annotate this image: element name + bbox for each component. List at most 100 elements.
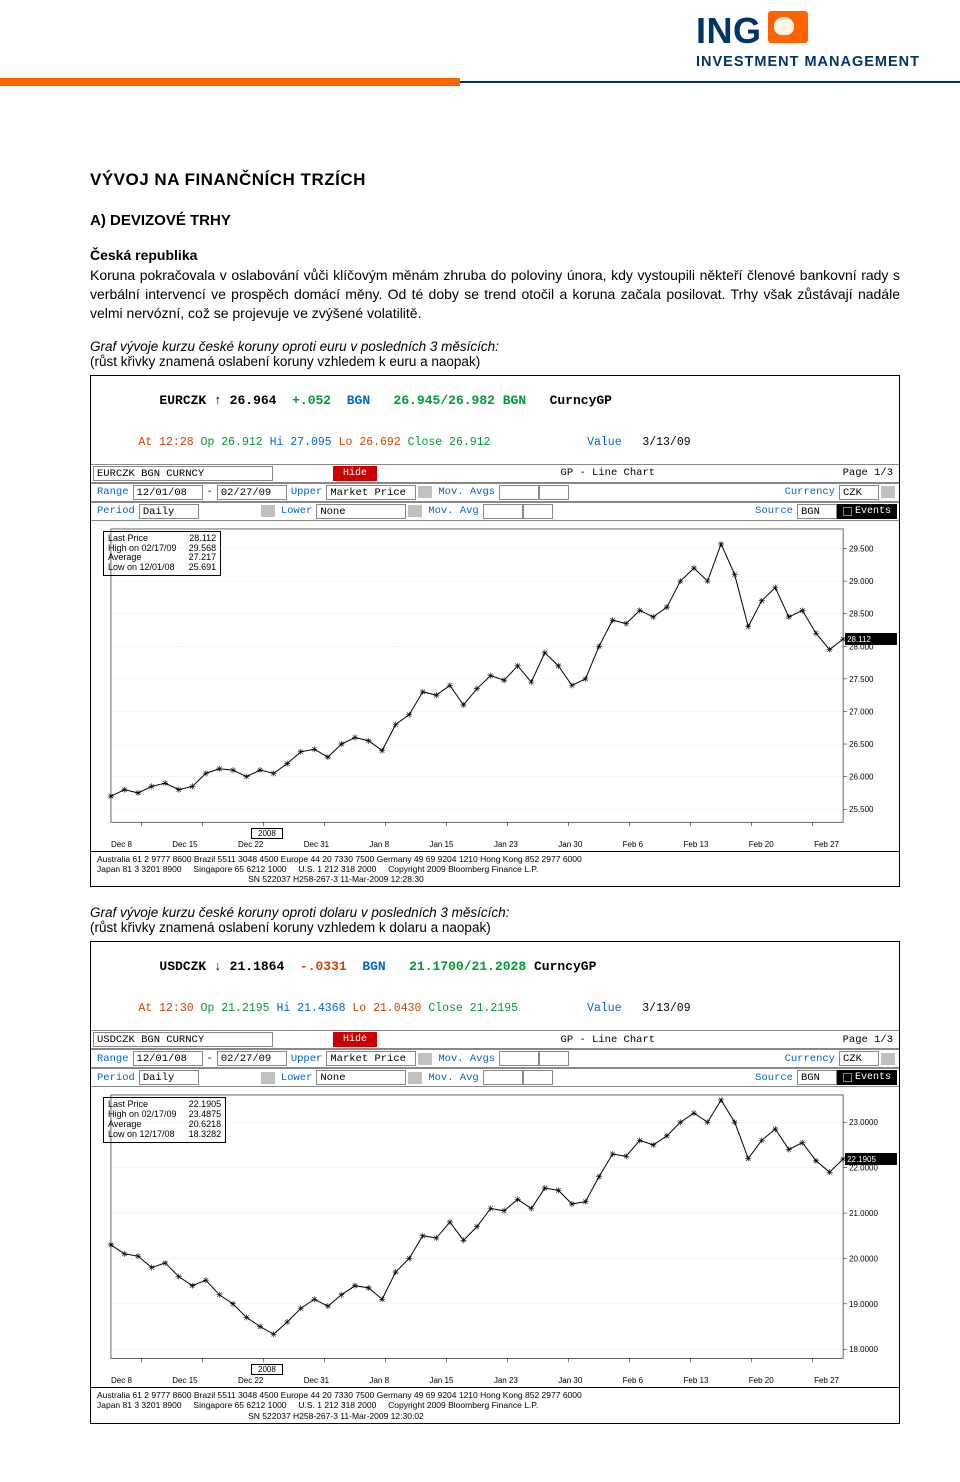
chart2-toolbar-row2: Range 12/01/08 - 02/27/09 Upper Market P…	[91, 1049, 899, 1068]
chart2-upper-field[interactable]: Market Price	[326, 1051, 416, 1066]
xaxis-tick: Dec 31	[304, 1376, 329, 1385]
chart2-mavgs-field[interactable]	[499, 1051, 539, 1066]
page-body: VÝVOJ NA FINANČNÍCH TRZÍCH A) DEVIZOVÉ T…	[0, 100, 960, 1482]
chart2-mavg-field[interactable]	[483, 1070, 523, 1085]
chart1-xaxis: Dec 8Dec 15Dec 22Dec 31Jan 8Jan 15Jan 23…	[91, 840, 859, 849]
chart2-hide-button[interactable]: Hide	[333, 1032, 377, 1047]
chart2-upper-color-swatch[interactable]	[418, 1053, 432, 1065]
chart1-range-to[interactable]: 02/27/09	[217, 485, 287, 500]
chart2-toolbar-row3: Period Daily Lower None Mov. Avg Source …	[91, 1068, 899, 1087]
header-rule	[0, 78, 960, 86]
chart2-period-field[interactable]: Daily	[139, 1070, 199, 1085]
chart2-range-label: Range	[93, 1053, 133, 1065]
chart1-ticker-field[interactable]: EURCZK BGN CURNCY	[93, 466, 273, 481]
chart1-topline1: EURCZK ↑ 26.964 +.052 BGN 26.945/26.982 …	[91, 376, 899, 423]
svg-text:28.500: 28.500	[849, 609, 874, 618]
xaxis-tick: Jan 23	[494, 840, 518, 849]
xaxis-tick: Dec 15	[172, 1376, 197, 1385]
svg-text:26.000: 26.000	[849, 772, 874, 781]
chart1-mavgs-field2[interactable]	[539, 485, 569, 500]
chart1-mavg-field2[interactable]	[523, 504, 553, 519]
chart1-range-label: Range	[93, 486, 133, 498]
svg-text:18.0000: 18.0000	[849, 1345, 878, 1354]
xaxis-tick: Dec 8	[111, 1376, 132, 1385]
chart2-year-label: 2008	[251, 1364, 283, 1375]
chart2-currency-swatch[interactable]	[881, 1053, 895, 1065]
xaxis-tick: Jan 30	[558, 1376, 582, 1385]
logo-block: ING INVESTMENT MANAGEMENT	[696, 10, 920, 70]
chart1-caption: (růst křivky znamená oslabení koruny vzh…	[90, 354, 900, 369]
logo-subtext: INVESTMENT MANAGEMENT	[696, 54, 920, 70]
chart2-mavgs-field2[interactable]	[539, 1051, 569, 1066]
chart1-upper-label: Upper	[287, 486, 327, 498]
chart1-upper-field[interactable]: Market Price	[326, 485, 416, 500]
chart2-range-to[interactable]: 02/27/09	[217, 1051, 287, 1066]
xaxis-tick: Jan 8	[369, 1376, 389, 1385]
chart1-lower-swatch[interactable]	[408, 505, 422, 517]
cz-heading: Česká republika	[90, 247, 900, 263]
chart2-lower-swatch[interactable]	[408, 1072, 422, 1084]
chart2-lower-field[interactable]: None	[316, 1070, 406, 1085]
svg-text:20.0000: 20.0000	[849, 1255, 878, 1264]
chart1-period-swatch[interactable]	[261, 505, 275, 517]
chart1-mavg-field[interactable]	[483, 504, 523, 519]
svg-text:27.500: 27.500	[849, 675, 874, 684]
svg-text:29.000: 29.000	[849, 577, 874, 586]
page-header: ING INVESTMENT MANAGEMENT	[0, 0, 960, 70]
chart1-footer: Australia 61 2 9777 8600 Brazil 5511 304…	[91, 851, 899, 887]
chart1-page-label: Page 1/3	[839, 467, 897, 479]
logo-lion-icon	[768, 11, 808, 43]
chart1-source-label: Source	[751, 505, 797, 517]
xaxis-tick: Dec 22	[238, 840, 263, 849]
chart2-toolbar-row1: USDCZK BGN CURNCY Hide GP - Line Chart P…	[91, 1030, 899, 1049]
chart2-period-swatch[interactable]	[261, 1072, 275, 1084]
xaxis-tick: Dec 31	[304, 840, 329, 849]
chart1-caption-italic: Graf vývoje kurzu české koruny oproti eu…	[90, 339, 900, 354]
chart2-currency-field[interactable]: CZK	[839, 1051, 879, 1066]
chart1-mavg-label: Mov. Avg	[424, 505, 482, 517]
chart1-events-button[interactable]: Events	[837, 504, 897, 519]
svg-text:22.0000: 22.0000	[849, 1164, 878, 1173]
chart1-toolbar-row1: EURCZK BGN CURNCY Hide GP - Line Chart P…	[91, 464, 899, 483]
chart2-currency-label: Currency	[781, 1053, 839, 1065]
chart1-period-field[interactable]: Daily	[139, 504, 199, 519]
chart1-currency-swatch[interactable]	[881, 486, 895, 498]
chart2-lower-label: Lower	[277, 1072, 317, 1084]
chart2-ticker-field[interactable]: USDCZK BGN CURNCY	[93, 1032, 273, 1047]
chart2-source-label: Source	[751, 1072, 797, 1084]
chart2-mavg-label: Mov. Avg	[424, 1072, 482, 1084]
chart1-mavgs-field[interactable]	[499, 485, 539, 500]
chart2-plot-area: Last Price22.1905 High on 02/17/0923.487…	[91, 1087, 899, 1387]
doc-title: VÝVOJ NA FINANČNÍCH TRZÍCH	[90, 170, 900, 190]
chart2-upper-label: Upper	[287, 1053, 327, 1065]
chart2-xaxis: Dec 8Dec 15Dec 22Dec 31Jan 8Jan 15Jan 23…	[91, 1376, 859, 1385]
chart1-hide-button[interactable]: Hide	[333, 466, 377, 481]
chart1-upper-color-swatch[interactable]	[418, 486, 432, 498]
xaxis-tick: Feb 6	[623, 840, 643, 849]
chart2-events-button[interactable]: Events	[837, 1070, 897, 1085]
svg-text:23.0000: 23.0000	[849, 1118, 878, 1127]
chart2-topline2: At 12:30 Op 21.2195 Hi 21.4368 Lo 21.043…	[91, 989, 899, 1030]
cz-paragraph: Koruna pokračovala v oslabování vůči klí…	[90, 266, 900, 323]
chart1-topline2: At 12:28 Op 26.912 Hi 27.095 Lo 26.692 C…	[91, 423, 899, 464]
chart2-source-field[interactable]: BGN	[797, 1070, 837, 1085]
chart2-range-from[interactable]: 12/01/08	[133, 1051, 203, 1066]
xaxis-tick: Dec 8	[111, 840, 132, 849]
chart1-range-from[interactable]: 12/01/08	[133, 485, 203, 500]
chart1-toolbar-row3: Period Daily Lower None Mov. Avg Source …	[91, 502, 899, 521]
chart1-charttype-label: GP - Line Chart	[557, 467, 660, 479]
chart2-period-label: Period	[93, 1072, 139, 1084]
chart1-currency-field[interactable]: CZK	[839, 485, 879, 500]
chart1-lower-field[interactable]: None	[316, 504, 406, 519]
xaxis-tick: Jan 23	[494, 1376, 518, 1385]
chart2-svg: 23.000022.190522.000021.000020.000019.00…	[91, 1087, 899, 1386]
svg-text:29.500: 29.500	[849, 544, 874, 553]
xaxis-tick: Jan 30	[558, 840, 582, 849]
svg-text:28.000: 28.000	[849, 642, 874, 651]
chart1-source-field[interactable]: BGN	[797, 504, 837, 519]
chart2-caption: (růst křivky znamená oslabení koruny vzh…	[90, 920, 900, 935]
chart1-plot-area: Last Price28.112 High on 02/17/0929.568 …	[91, 521, 899, 851]
chart2-mavg-field2[interactable]	[523, 1070, 553, 1085]
chart2-charttype-label: GP - Line Chart	[557, 1034, 660, 1046]
xaxis-tick: Feb 13	[684, 840, 709, 849]
